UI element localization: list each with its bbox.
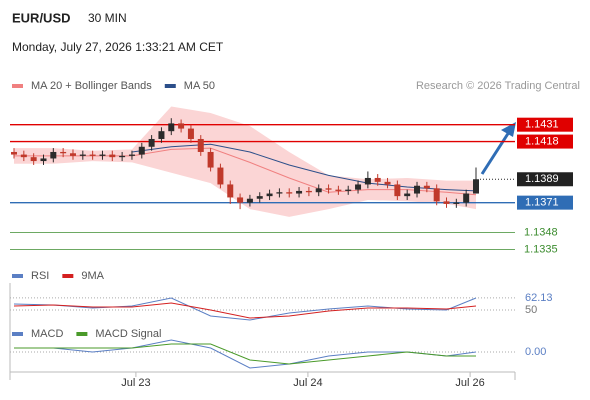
x-tick-label: Jul 24 [293,377,322,389]
candle-body [158,131,165,139]
candle-body [119,155,126,158]
indicator-line [14,339,477,369]
candle-body [394,184,401,197]
candle-body [453,202,460,204]
candle-body [266,193,273,197]
forecast-arrowhead [501,122,516,137]
candle-body [246,198,253,203]
candle-body [217,167,224,185]
symbol: EUR/USD [12,10,71,25]
legend-label: MA 20 + Bollinger Bands [31,80,152,92]
candle-body [276,192,283,194]
candle-body [374,177,381,182]
candle-body [256,196,263,199]
candle-body [207,151,214,168]
level-label: 1.1335 [524,243,558,255]
candle-body [384,181,391,185]
candle-body [315,188,322,193]
legend-swatch [62,274,74,278]
legend-label: 9MA [81,270,104,282]
candle-body [286,192,293,194]
timestamp: Monday, July 27, 2026 1:33:21 AM CET [12,40,224,54]
level-label-box [517,134,573,149]
legend-label: MACD Signal [95,328,161,340]
candle-body [197,138,204,152]
candle-body [89,154,96,156]
candle-body [335,189,342,191]
candle-body [463,193,470,203]
candle-body [443,201,450,204]
candle-body [433,188,440,202]
legend-swatch [12,84,23,88]
candle-body [11,151,17,155]
forecast-arrow [480,131,511,175]
legend-label: RSI [31,270,49,282]
candle-body [40,158,47,162]
indicator-line [14,343,476,365]
legend-swatch [12,332,23,336]
level-label: 1.1371 [525,197,559,209]
candle-body [138,146,145,155]
candle-body [69,153,76,156]
candle-body [355,184,362,190]
level-label: 1.1348 [524,226,558,238]
level-label: 1.1389 [525,173,559,185]
candle-body [473,179,479,194]
candle-body [237,197,244,203]
level-label-box [517,117,573,132]
candle-body [109,154,116,158]
candle-body [345,189,352,191]
candle-body [79,154,86,156]
candle-body [148,138,155,147]
candle-body [296,190,303,194]
level-label-box [517,195,573,210]
level-label-box [517,172,573,187]
candle-body [423,185,430,189]
candle-body [227,184,234,198]
level-label: 1.1418 [525,135,559,147]
legend-swatch [164,84,176,88]
legend-label: MACD [31,328,63,340]
current-label-bg [520,291,556,304]
candle-body [30,157,37,162]
source: Research © 2026 Trading Central [416,80,580,92]
legend-label: MA 50 [184,80,215,92]
current-label: 62.13 [525,292,553,304]
candle-body [20,154,27,158]
x-tick-label: Jul 26 [455,377,484,389]
y-tick-label: 50 [525,304,537,316]
candle-body [414,185,421,194]
timeframe: 30 MIN [88,11,127,25]
candle-body [99,154,106,156]
level-label: 1.1431 [525,119,559,131]
legend-swatch [12,274,23,278]
candle-body [325,188,332,190]
candle-body [364,177,371,185]
legend-swatch [76,332,88,336]
indicator-line [13,297,477,321]
candle-body [187,128,194,139]
candle-body [404,193,411,197]
candle-body [305,190,312,193]
candle-body [128,154,135,156]
y-tick-label: 0.00 [525,346,546,358]
indicator-line [13,302,477,319]
x-tick-label: Jul 23 [121,377,150,389]
candle-body [60,151,67,154]
candle-body [168,123,175,132]
candle-body [50,151,57,159]
candle-body [178,123,185,129]
bollinger-band [14,106,476,217]
